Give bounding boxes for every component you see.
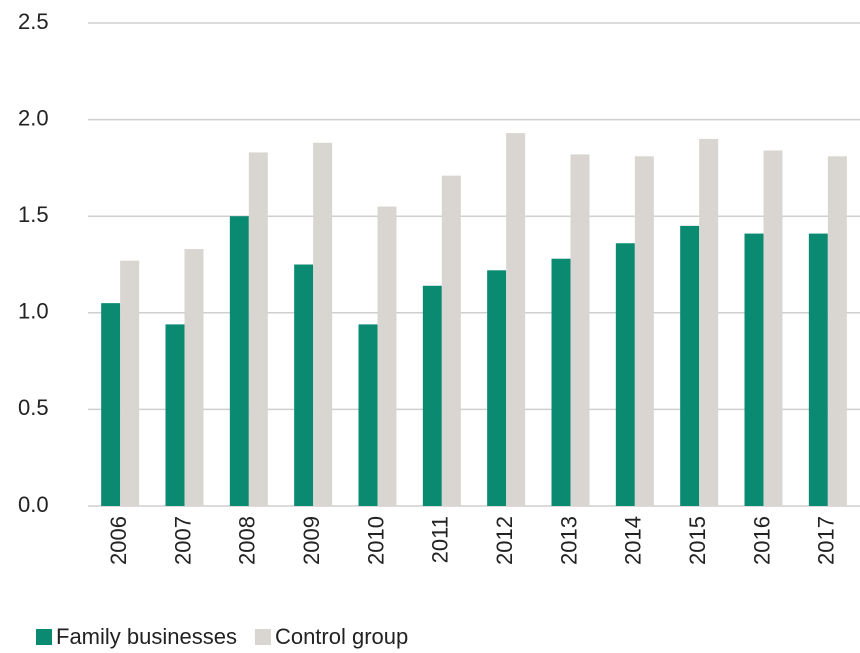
bar [744, 233, 764, 506]
bar [229, 216, 249, 506]
y-tick-label: 0.5 [18, 395, 49, 420]
x-tick-label: 2013 [556, 516, 581, 565]
x-tick-label: 2007 [170, 516, 195, 565]
bar [699, 138, 719, 507]
x-tick-label: 2009 [299, 516, 324, 565]
y-tick-label: 0.0 [18, 492, 49, 517]
bar [377, 206, 397, 507]
bar [827, 156, 847, 507]
y-tick-label: 2.0 [18, 105, 49, 130]
y-tick-label: 2.5 [18, 9, 49, 34]
bar [184, 249, 204, 506]
legend-label: Control group [275, 624, 408, 649]
bar [441, 175, 461, 507]
bar [763, 150, 783, 506]
bar [808, 233, 828, 506]
x-tick-label: 2011 [428, 516, 453, 563]
bar [506, 133, 526, 506]
y-tick-label: 1.5 [18, 202, 49, 227]
bar [487, 270, 507, 506]
bar [294, 264, 314, 506]
x-tick-label: 2012 [492, 516, 517, 565]
bar [248, 152, 268, 506]
y-tick-label: 1.0 [18, 299, 49, 324]
x-tick-label: 2016 [749, 516, 774, 565]
bar [634, 156, 654, 507]
x-tick-label: 2006 [106, 516, 131, 565]
bar [313, 142, 333, 506]
bar [570, 154, 590, 506]
legend-label: Family businesses [56, 624, 237, 649]
x-tick-label: 2014 [621, 516, 646, 565]
x-tick-label: 2010 [363, 516, 388, 565]
bar [358, 324, 378, 506]
x-tick-label: 2015 [685, 516, 710, 565]
bar [120, 260, 140, 506]
legend-swatch [36, 629, 52, 645]
bar [165, 324, 185, 506]
bar [680, 225, 700, 507]
bar [615, 243, 635, 507]
legend-swatch [254, 629, 271, 645]
bar [551, 258, 571, 506]
bar [101, 303, 121, 506]
x-tick-label: 2017 [814, 516, 839, 565]
bar [422, 285, 442, 506]
x-tick-label: 2008 [235, 516, 260, 565]
